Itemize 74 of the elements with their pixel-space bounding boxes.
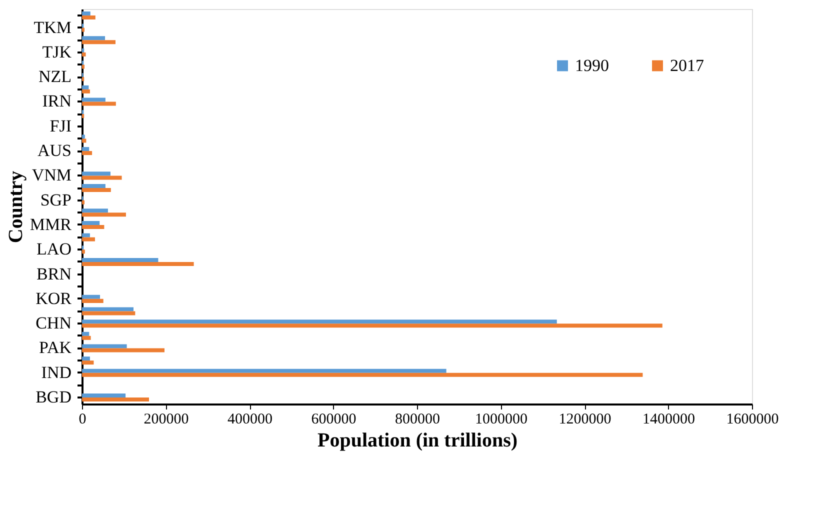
bar <box>82 262 194 266</box>
y-tick-label: LAO <box>36 240 72 259</box>
x-tick-label: 400000 <box>228 412 272 428</box>
bar <box>82 348 164 352</box>
bar <box>82 52 86 56</box>
y-tick-label: IND <box>41 362 72 382</box>
legend-label: 1990 <box>575 56 609 75</box>
bar <box>82 134 85 139</box>
bar <box>82 188 111 192</box>
bar <box>82 28 85 32</box>
y-tick-label: SGP <box>40 190 72 210</box>
bar <box>82 212 126 217</box>
y-axis-title: Country <box>4 170 27 244</box>
x-tick-label: 600000 <box>311 412 356 428</box>
bar <box>82 220 100 225</box>
bar <box>82 200 85 204</box>
y-tick-label: PAK <box>39 338 72 358</box>
bar <box>82 40 116 44</box>
bar <box>82 184 106 188</box>
bar <box>82 320 557 324</box>
x-tick-label: 0 <box>78 412 86 428</box>
bar <box>82 324 662 328</box>
x-axis-title: Population (in trillions) <box>317 430 518 452</box>
y-tick-label: NZL <box>38 67 72 86</box>
x-tick-label: 1400000 <box>642 412 695 428</box>
bar <box>82 85 89 90</box>
bar <box>82 398 149 402</box>
bar <box>82 360 94 365</box>
y-tick-label: FJI <box>50 116 72 136</box>
y-tick-label: BGD <box>36 388 72 407</box>
bar <box>82 336 91 340</box>
y-tick-label: TKM <box>34 18 72 37</box>
y-tick-label: VNM <box>32 166 72 185</box>
bar <box>82 176 122 180</box>
bar <box>82 172 110 176</box>
bar <box>82 356 90 361</box>
bar <box>82 332 90 336</box>
bar <box>82 89 90 94</box>
y-tick-label: MMR <box>30 214 72 234</box>
y-tick-label: BRN <box>36 264 72 284</box>
legend-label: 2017 <box>670 56 704 75</box>
bar <box>82 208 108 213</box>
x-tick-label: 800000 <box>395 412 440 428</box>
bar <box>82 307 134 312</box>
bar <box>82 368 446 373</box>
bar <box>82 138 86 143</box>
bar <box>82 98 106 102</box>
bar <box>82 102 116 106</box>
bar <box>82 224 104 229</box>
x-tick-label: 1600000 <box>726 412 779 428</box>
bar <box>82 233 90 238</box>
bar <box>82 298 104 303</box>
bar <box>82 15 96 20</box>
y-tick-label: AUS <box>37 141 72 160</box>
y-tick-label: CHN <box>36 314 72 333</box>
bar <box>82 258 158 262</box>
bar <box>82 237 95 242</box>
bar <box>82 147 90 152</box>
bar <box>82 294 100 299</box>
x-tick-label: 1000000 <box>475 412 528 428</box>
y-tick-label: IRN <box>42 92 72 111</box>
bar <box>82 372 643 377</box>
bar <box>82 394 126 398</box>
y-tick-label: TJK <box>42 42 72 62</box>
bar <box>82 64 85 69</box>
bar <box>82 36 106 40</box>
bar <box>82 344 127 348</box>
x-tick-label: 200000 <box>144 412 189 428</box>
bar <box>82 311 136 316</box>
bar <box>82 250 85 254</box>
y-tick-label: KOR <box>36 288 72 308</box>
bar <box>82 11 90 16</box>
x-tick-label: 1200000 <box>558 412 612 428</box>
bar <box>82 151 92 156</box>
